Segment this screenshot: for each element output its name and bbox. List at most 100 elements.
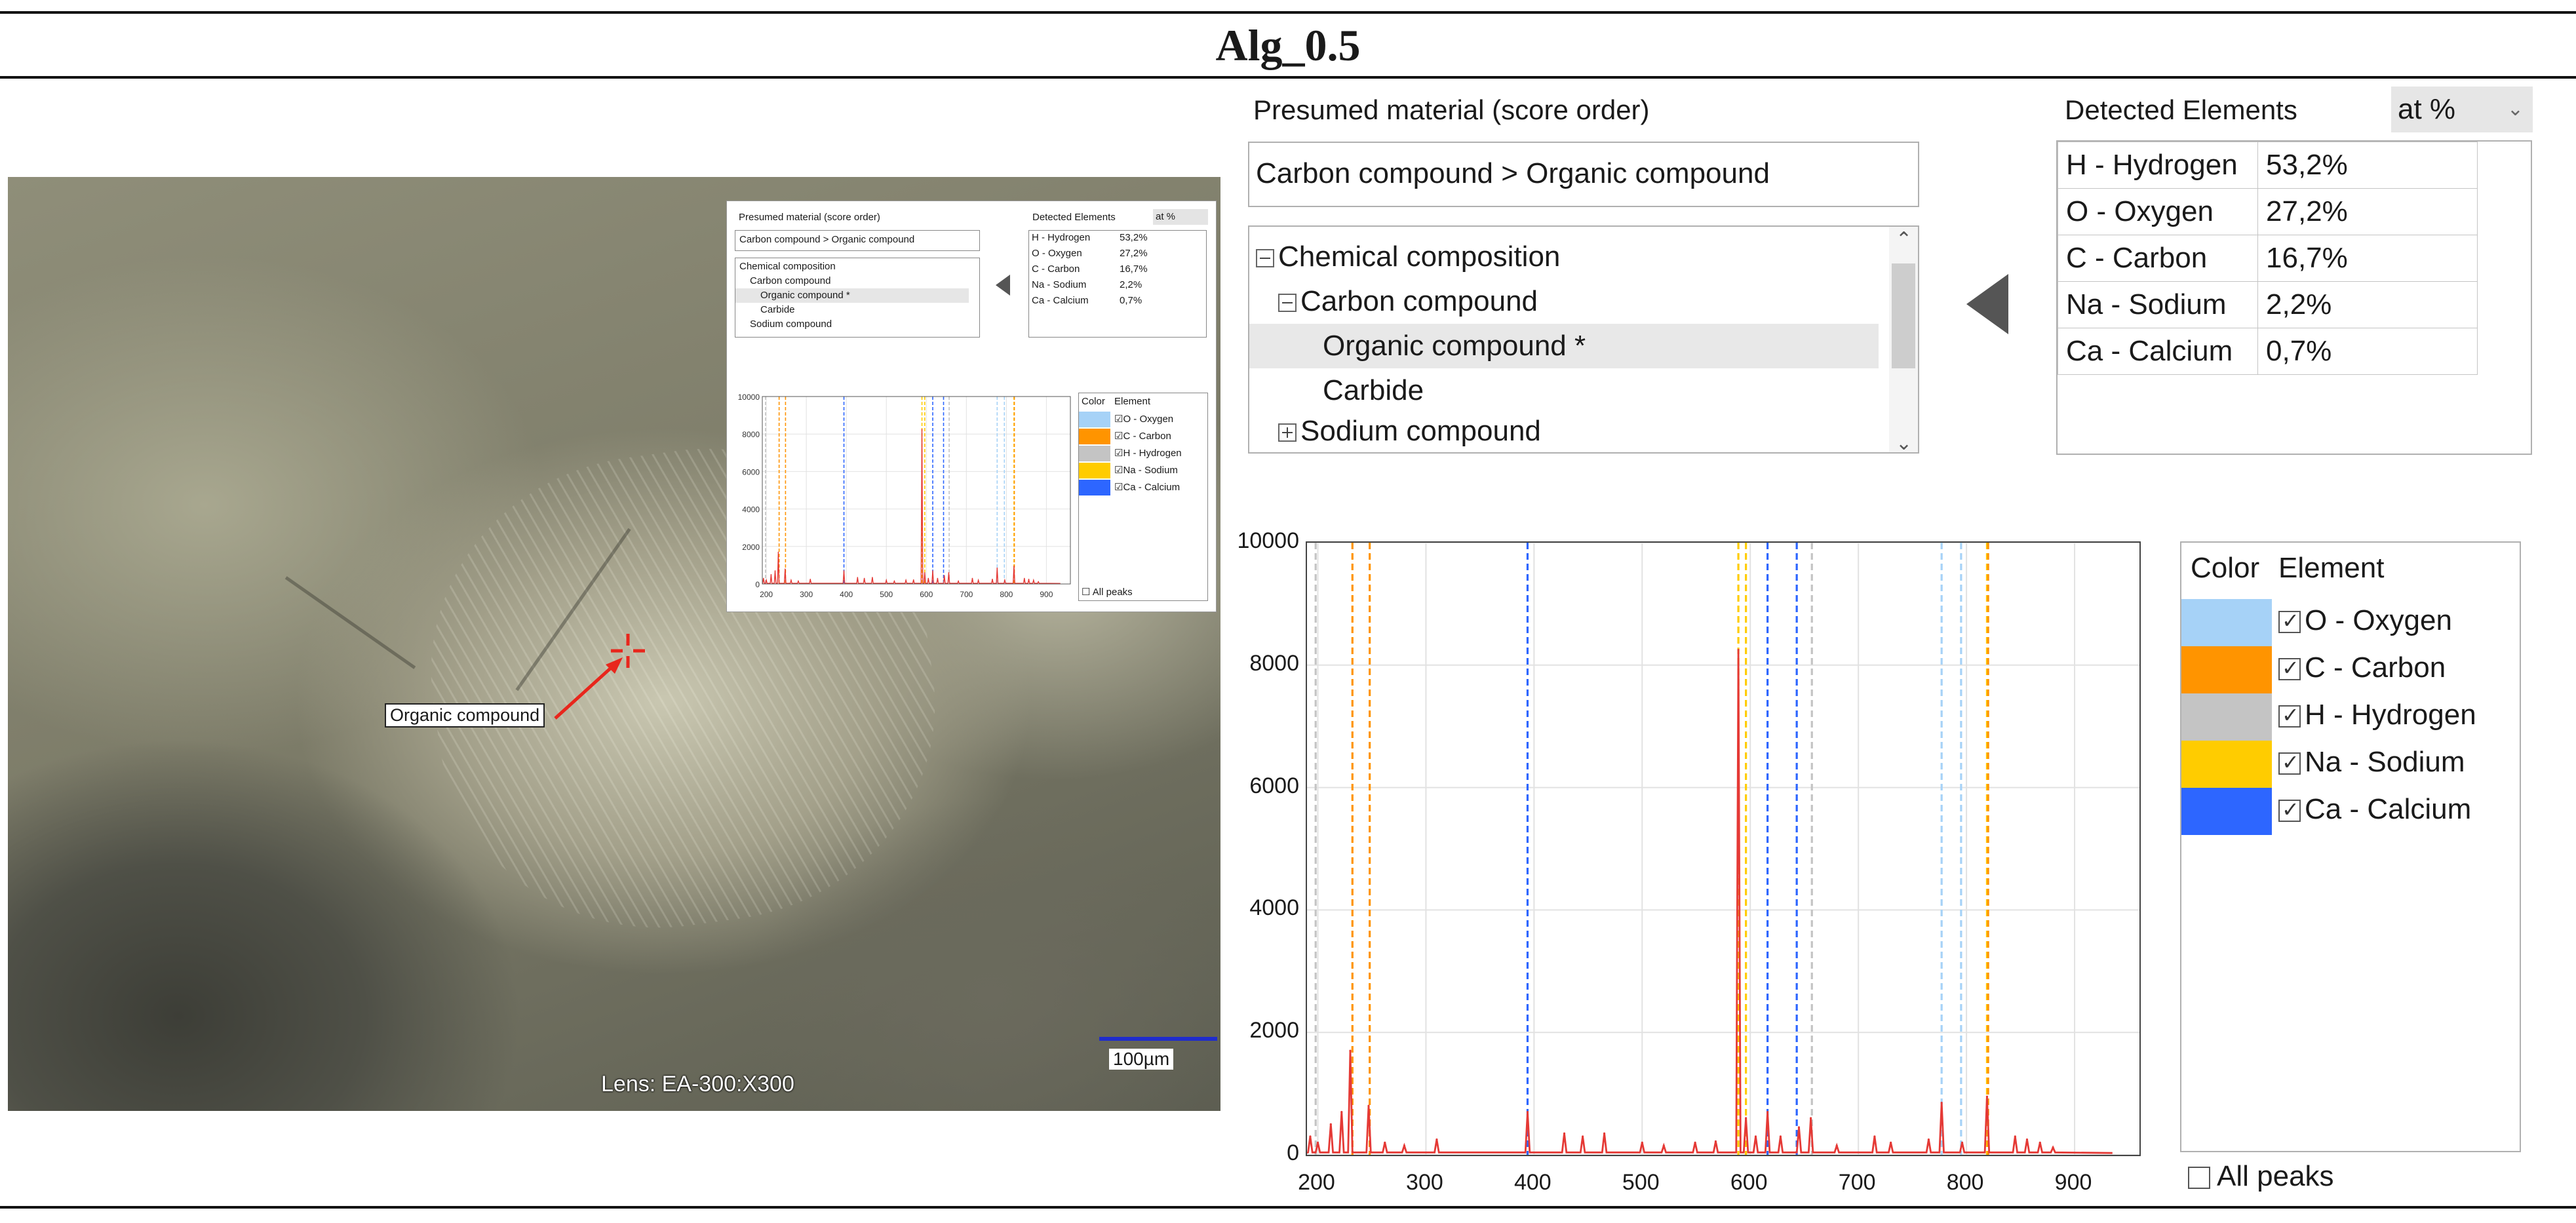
checkbox-icon[interactable] <box>2188 1167 2210 1190</box>
spectrum-peak <box>790 579 792 581</box>
spectrum-peak <box>1779 1135 1782 1138</box>
spectrum-peak <box>1004 579 1005 581</box>
mini-arrow-icon <box>996 275 1010 296</box>
x-tick-label: 300 <box>1406 1170 1443 1195</box>
mini-element-value: 0,7% <box>1120 295 1142 306</box>
tree-scrollbar[interactable]: ⌃ ⌄ <box>1889 227 1918 454</box>
spectrum-peak <box>863 577 865 579</box>
checkbox-checked-icon[interactable] <box>2278 750 2301 775</box>
mini-element-value: 16,7% <box>1120 263 1148 275</box>
checkbox-checked-icon[interactable] <box>2278 703 2301 728</box>
spectrum-peak <box>777 551 779 553</box>
spectrum-peak <box>1754 1135 1757 1138</box>
checkbox-checked-icon[interactable] <box>2278 797 2301 822</box>
spectrum-peak <box>1024 577 1025 579</box>
checkbox-checked-icon[interactable] <box>2278 608 2301 633</box>
spectrum-peak <box>2052 1146 2054 1149</box>
element-name: Na - Sodium <box>2058 281 2258 328</box>
y-tick-label: 4000 <box>1249 895 1299 921</box>
y-tick-label: 10000 <box>1237 528 1299 553</box>
lens-label: Lens: EA-300:X300 <box>601 1072 794 1097</box>
mini-all-peaks-label: All peaks <box>1092 587 1133 598</box>
analysis-thumbnail: Presumed material (score order) Carbon c… <box>726 201 1217 612</box>
spectrum-peak <box>927 577 929 579</box>
tree-item-carbide[interactable]: Carbide <box>1249 368 1879 413</box>
mini-y-tick-label: 6000 <box>742 467 760 476</box>
mini-legend: Color Element ☑O - Oxygen ☑C - Carbon ☑H -… <box>1078 393 1208 601</box>
mini-legend-item-label: ☑Ca - Calcium <box>1114 482 1181 493</box>
color-swatch <box>2181 788 2272 835</box>
composition-tree[interactable]: Chemical composition Carbon compound Org… <box>1248 225 1919 454</box>
y-tick-label: 0 <box>1287 1140 1299 1165</box>
collapse-icon[interactable] <box>1278 294 1297 313</box>
element-name: Ca - Calcium <box>2058 328 2258 375</box>
mini-color-swatch <box>1079 412 1110 427</box>
mini-tree-item: Organic compound * <box>760 290 850 301</box>
mini-tree-item: Carbide <box>760 304 795 315</box>
tree-item-carbon-compound[interactable]: Carbon compound <box>1249 279 1879 324</box>
mini-x-tick-label: 700 <box>960 590 973 599</box>
spectrum-peak <box>1013 566 1015 567</box>
chevron-up-icon[interactable]: ⌃ <box>1896 229 1913 250</box>
tree-item-chemical-composition[interactable]: Chemical composition <box>1249 235 1879 279</box>
all-peaks-checkbox[interactable]: All peaks <box>2188 1160 2334 1193</box>
legend-item[interactable]: Ca - Calcium <box>2181 788 2520 835</box>
legend-item[interactable]: C - Carbon <box>2181 646 2520 693</box>
tree-item-organic-compound[interactable]: Organic compound * <box>1249 324 1879 368</box>
spectrum-peak <box>1033 579 1034 581</box>
element-legend: Color Element O - Oxygen C - Carbon H - Hy… <box>2180 541 2521 1152</box>
spectrum-peak <box>763 577 764 579</box>
spectrum-peak <box>886 579 888 581</box>
mini-result-field: Carbon compound > Organic compound <box>735 230 980 251</box>
legend-item[interactable]: O - Oxygen <box>2181 599 2520 646</box>
legend-item-label: H - Hydrogen <box>2305 699 2476 731</box>
spectrum-peak <box>1367 1104 1370 1107</box>
chevron-down-icon[interactable]: ⌄ <box>1896 433 1913 454</box>
element-name: O - Oxygen <box>2058 188 2258 235</box>
scale-label: 100µm <box>1109 1049 1174 1070</box>
collapse-icon[interactable] <box>1256 249 1274 268</box>
tree-item-sodium-compound[interactable]: Sodium compound <box>1249 413 1879 450</box>
color-swatch <box>2181 693 2272 741</box>
mini-plot-frame <box>762 396 1071 585</box>
mini-result-text: Carbon compound > Organic compound <box>739 234 915 245</box>
presumed-result-field[interactable]: Carbon compound > Organic compound <box>1248 142 1919 207</box>
spectrum-peak <box>872 577 873 578</box>
element-value: 0,7% <box>2257 328 2478 375</box>
legend-item-label: Na - Sodium <box>2305 746 2465 778</box>
tree-item-label: Carbon compound <box>1300 285 1538 317</box>
table-row: Na - Sodium 2,2% <box>2058 281 2478 328</box>
mini-presumed-header: Presumed material (score order) <box>739 212 880 223</box>
element-name: C - Carbon <box>2058 235 2258 282</box>
mini-legend-item-label: ☑Na - Sodium <box>1114 465 1178 476</box>
unit-select[interactable]: at % ⌄ <box>2391 87 2533 132</box>
legend-item[interactable]: Na - Sodium <box>2181 741 2520 788</box>
legend-item[interactable]: H - Hydrogen <box>2181 693 2520 741</box>
spectrum-peak <box>1797 1126 1801 1129</box>
checkbox-checked-icon[interactable] <box>2278 655 2301 680</box>
element-value: 53,2% <box>2257 142 2478 189</box>
mini-tree-item: Chemical composition <box>739 261 836 272</box>
spectrum-peak <box>1737 648 1740 651</box>
spectrum-peak <box>992 579 993 580</box>
spectrum-peak <box>996 567 998 569</box>
table-row: C - Carbon 16,7% <box>2058 235 2478 282</box>
legend-color-header: Color <box>2191 552 2260 584</box>
spectrum-peak <box>977 579 979 581</box>
color-swatch <box>2181 599 2272 646</box>
spectrum-peak <box>1329 1123 1332 1125</box>
spectrum-peak <box>1714 1140 1717 1143</box>
mini-legend-color-header: Color <box>1082 396 1105 407</box>
expand-icon[interactable] <box>1278 423 1297 442</box>
presumed-material-header: Presumed material (score order) <box>1253 94 1650 125</box>
spectrum-peak <box>2039 1141 2041 1144</box>
spectrum-peak <box>1985 1095 1989 1098</box>
spectrum-peak <box>971 577 973 579</box>
spectrum-peak <box>1384 1141 1386 1144</box>
spectrum-peak <box>1316 1141 1319 1144</box>
spectrum-peak <box>905 579 907 581</box>
spectrum-peak <box>932 570 933 572</box>
spectrum-peak <box>1927 1138 1930 1141</box>
scrollbar-thumb[interactable] <box>1892 263 1915 368</box>
mini-color-swatch <box>1079 480 1110 495</box>
